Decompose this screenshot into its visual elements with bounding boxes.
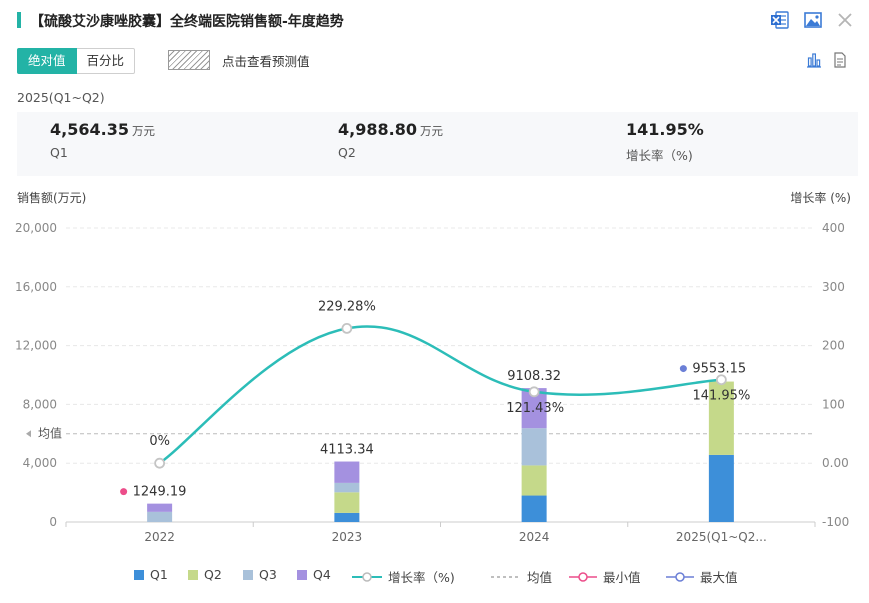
- bar-chart-icon[interactable]: [806, 52, 822, 68]
- legend-item-q2[interactable]: Q2: [188, 567, 222, 582]
- growth-point: [528, 386, 540, 398]
- legend-item-min[interactable]: 最小值: [569, 567, 641, 586]
- bar-segment: [521, 428, 547, 466]
- bar-segment: [708, 454, 734, 522]
- y-tick-label: 0: [49, 515, 57, 529]
- min-marker: [120, 488, 128, 496]
- legend-line-circle-icon: [352, 571, 382, 582]
- legend-swatch: [188, 569, 198, 580]
- legend-item-average[interactable]: 均值: [491, 567, 552, 586]
- kpi-q2-unit: 万元: [419, 124, 443, 138]
- legend-label: Q3: [259, 567, 277, 582]
- x-tick-label: 2025(Q1~Q2...: [676, 530, 767, 544]
- growth-point: [154, 457, 166, 469]
- x-tick-label: 2023: [332, 530, 363, 544]
- growth-rate-label: 121.43%: [506, 401, 564, 416]
- legend-dashed-line-icon: [491, 575, 521, 578]
- legend-item-q3[interactable]: Q3: [243, 567, 277, 582]
- kpi-q1: 4,564.35 万元 Q1: [50, 120, 155, 160]
- tab-percentage[interactable]: 百分比: [76, 48, 136, 74]
- y2-tick-label: 100: [822, 397, 845, 411]
- bar-segment: [147, 503, 173, 512]
- title-accent-bar: [17, 12, 21, 28]
- close-icon[interactable]: [835, 10, 855, 30]
- kpi-growth-value: 141.95%: [626, 120, 704, 139]
- legend-max-marker-icon: [666, 571, 694, 582]
- bar-segment: [521, 465, 547, 496]
- legend-swatch: [243, 569, 253, 580]
- legend-label: Q2: [204, 567, 222, 582]
- forecast-label: 点击查看预测值: [222, 53, 310, 69]
- table-view-icon[interactable]: [832, 52, 848, 68]
- legend-item-q1[interactable]: Q1: [134, 567, 168, 582]
- kpi-growth: 141.95% 增长率（%): [626, 120, 704, 164]
- bar-segment: [334, 492, 360, 513]
- legend-item-q4[interactable]: Q4: [297, 567, 331, 582]
- bar-segment: [521, 495, 547, 522]
- legend-swatch: [297, 569, 307, 580]
- forecast-hatch-swatch: [168, 50, 210, 70]
- x-tick-label: 2022: [144, 530, 175, 544]
- bar-total-label: 4113.34: [320, 443, 374, 458]
- chart-title: 【硫酸艾沙康唑胶囊】全终端医院销售额-年度趋势: [30, 14, 344, 30]
- legend-swatch: [134, 569, 144, 580]
- bar-segment: [334, 482, 360, 493]
- legend-label: Q4: [313, 567, 331, 582]
- y-tick-label: 4,000: [23, 456, 57, 470]
- kpi-q1-label: Q1: [50, 145, 68, 160]
- kpi-q2: 4,988.80 万元 Q2: [338, 120, 443, 160]
- kpi-summary-panel: 4,564.35 万元 Q1 4,988.80 万元 Q2 141.95% 增长率（…: [17, 112, 858, 176]
- y2-axis-title: 增长率 (%): [790, 191, 851, 205]
- x-tick-label: 2024: [519, 530, 550, 544]
- max-marker: [679, 365, 687, 373]
- average-arrow-icon: [26, 430, 31, 438]
- kpi-q1-unit: 万元: [131, 124, 155, 138]
- excel-export-icon[interactable]: [770, 10, 790, 30]
- y2-tick-label: 200: [822, 339, 845, 353]
- tab-absolute-value[interactable]: 绝对值: [17, 48, 77, 74]
- legend-label: 增长率（%): [388, 570, 455, 585]
- legend-item-max[interactable]: 最大值: [666, 567, 738, 586]
- forecast-toggle[interactable]: 点击查看预测值: [168, 50, 310, 70]
- legend-item-growth[interactable]: 增长率（%): [352, 567, 455, 586]
- legend-label: 最小值: [603, 570, 641, 585]
- image-export-icon[interactable]: [803, 10, 823, 30]
- y-tick-label: 12,000: [15, 339, 57, 353]
- growth-point: [715, 374, 727, 386]
- y-tick-label: 16,000: [15, 280, 57, 294]
- value-mode-tabs: 绝对值 百分比: [17, 48, 136, 74]
- growth-rate-label: 229.28%: [318, 299, 376, 314]
- growth-point: [341, 322, 353, 334]
- legend-label: 均值: [527, 570, 553, 585]
- average-label: 均值: [38, 426, 62, 441]
- period-label: 2025(Q1~Q2): [17, 90, 105, 105]
- kpi-growth-label: 增长率（%): [626, 148, 693, 163]
- y2-tick-label: -100: [822, 515, 849, 529]
- bar-segment: [334, 512, 360, 522]
- legend-label: Q1: [150, 567, 168, 582]
- bar-segment: [708, 381, 734, 455]
- legend-label: 最大值: [700, 570, 738, 585]
- bar-segment: [334, 461, 360, 483]
- bar-total-label: 9553.15: [692, 362, 746, 377]
- growth-rate-label: 0%: [149, 434, 170, 449]
- y2-tick-label: 300: [822, 280, 845, 294]
- kpi-q1-value: 4,564.35: [50, 120, 129, 139]
- title-bar: 【硫酸艾沙康唑胶囊】全终端医院销售额-年度趋势: [0, 0, 869, 42]
- bar-segment: [147, 511, 173, 522]
- y-tick-label: 8,000: [23, 397, 57, 411]
- legend-min-marker-icon: [569, 571, 597, 582]
- kpi-q2-label: Q2: [338, 145, 356, 160]
- y-tick-label: 20,000: [15, 221, 57, 235]
- y2-tick-label: 400: [822, 221, 845, 235]
- y2-tick-label: 0.00: [822, 456, 849, 470]
- bar-total-label: 1249.19: [133, 485, 187, 500]
- y-axis-title: 销售额(万元): [17, 191, 87, 205]
- chart-legend: Q1 Q2 Q3 Q4 增长率（%) 均值 最小值 最大值: [0, 567, 869, 587]
- growth-rate-label: 141.95%: [692, 389, 750, 404]
- growth-rate-line: [158, 325, 722, 465]
- bar-total-label: 9108.32: [507, 369, 561, 384]
- kpi-q2-value: 4,988.80: [338, 120, 417, 139]
